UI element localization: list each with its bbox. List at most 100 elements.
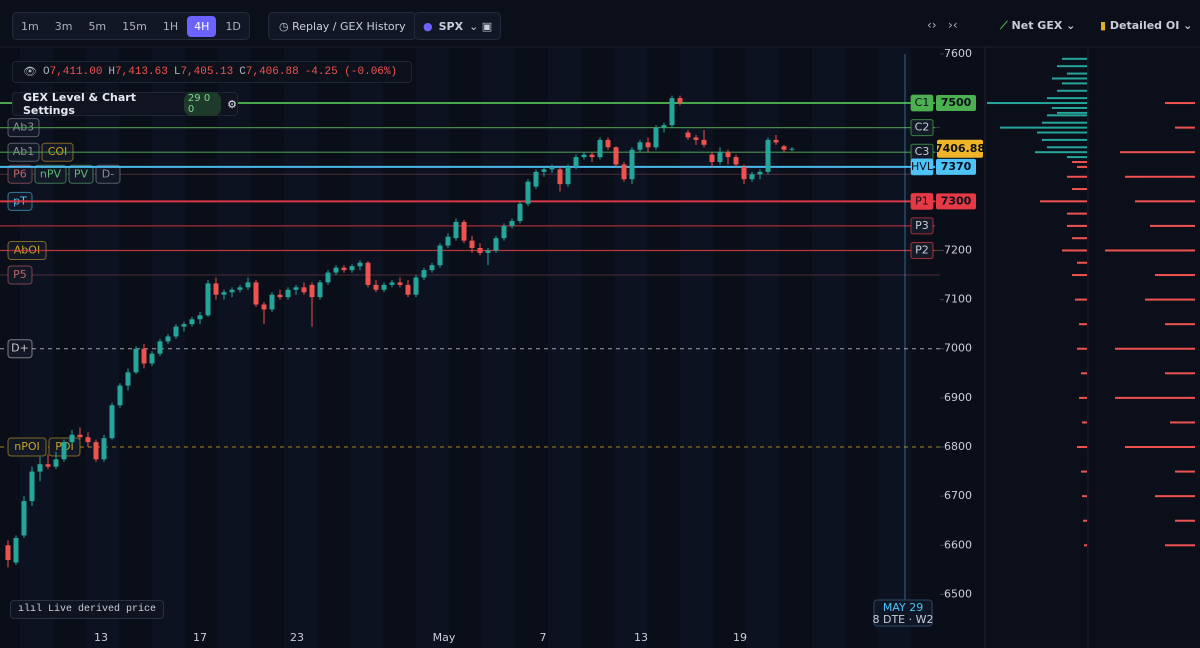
ohlc-item: C7,406.88: [239, 66, 298, 78]
tag-label: D-: [102, 167, 114, 180]
timeframe-bar: 1m 3m 5m 15m 1H 4H 1D: [12, 12, 250, 40]
level-value-tag: [936, 193, 976, 210]
day-stripe: [614, 48, 647, 648]
replay-label: Replay / GEX History: [292, 19, 406, 33]
timeframe-button[interactable]: 4H: [187, 15, 217, 37]
candle-body: [397, 282, 403, 285]
gex-bar: [1165, 102, 1195, 105]
gex-bar: [1135, 200, 1195, 203]
candle-body: [405, 284, 411, 295]
symbol-button[interactable]: ● SPX ⌄ ▣: [414, 12, 502, 40]
replay-button[interactable]: ◷ Replay / GEX History: [268, 12, 417, 40]
candle-body: [629, 149, 635, 180]
x-tick-label: 13: [94, 631, 108, 644]
settings-panel[interactable]: GEX Level & Chart Settings 29 0 0 ⚙: [12, 91, 238, 117]
level-tag: [910, 158, 934, 176]
detailed-oi-tab[interactable]: ▮ Detailed OI ⌄: [1100, 19, 1193, 32]
candle-body: [349, 266, 355, 271]
day-stripe: [350, 48, 383, 648]
candle-body: [237, 287, 243, 290]
gex-bar: [1175, 519, 1195, 522]
gex-bar: [1081, 372, 1087, 375]
gex-bar: [1067, 156, 1087, 159]
tag-box: [34, 164, 67, 184]
gex-bar: [1175, 126, 1195, 129]
candle-body: [461, 221, 467, 241]
day-stripe: [86, 48, 119, 648]
candle-body: [13, 537, 19, 563]
level-value: 7370: [941, 160, 972, 173]
tag-box: [7, 339, 33, 359]
tag-label: nPOI: [14, 440, 40, 453]
gex-bar: [1052, 106, 1087, 109]
gex-bar: [1155, 274, 1195, 277]
gex-bar: [1125, 446, 1195, 449]
y-tick-label: 7600: [944, 47, 972, 60]
candle-body: [373, 284, 379, 290]
gex-bar: [1084, 544, 1087, 547]
tag-box: [7, 265, 33, 285]
candle-body: [717, 152, 723, 163]
ohlc-item: O7,411.00: [43, 66, 102, 78]
timeframe-button[interactable]: 15m: [122, 19, 147, 33]
counts: 29 0 0: [183, 92, 222, 116]
candle-body: [173, 326, 179, 337]
candle-body: [189, 319, 195, 325]
ohlc-value: 7,411.00: [49, 66, 103, 78]
candle-body: [413, 277, 419, 295]
gex-bar: [1072, 274, 1087, 277]
x-tick-label: 23: [290, 631, 304, 644]
candle-body: [101, 438, 107, 460]
level-tag: [910, 119, 934, 137]
level-tag: [910, 94, 934, 112]
timeframe-button[interactable]: 1D: [225, 19, 241, 33]
level-tag: [910, 241, 934, 259]
day-stripe: [416, 48, 449, 648]
day-stripe: [680, 48, 713, 648]
level-tag: [910, 217, 934, 235]
candle-body: [781, 146, 787, 150]
day-stripe: [482, 48, 515, 648]
timeframe-button[interactable]: 5m: [88, 19, 107, 33]
ohlc-key: H: [108, 66, 116, 78]
gex-bar: [1042, 121, 1087, 124]
candle-body: [325, 272, 331, 283]
gex-bar: [1115, 347, 1195, 350]
candle-body: [205, 283, 211, 316]
panel-icons[interactable]: ‹› ›‹: [927, 18, 958, 32]
gex-bar: [1081, 470, 1087, 473]
candle-body: [301, 287, 307, 293]
timeframe-button[interactable]: 1m: [21, 19, 39, 33]
candle-body: [421, 270, 427, 278]
candle-body: [293, 287, 299, 290]
day-stripe: [878, 48, 911, 648]
gex-bar: [1062, 82, 1087, 85]
candle-body: [493, 238, 499, 251]
gex-bar: [1047, 146, 1087, 149]
level-value-tag: [936, 158, 976, 175]
candle-body: [277, 294, 283, 298]
gex-bar: [1077, 446, 1087, 449]
y-tick-label: 6600: [944, 538, 972, 551]
gex-bar: [1079, 396, 1087, 399]
net-gex-tab[interactable]: ⟋ Net GEX ⌄: [1000, 19, 1076, 32]
day-stripe: [746, 48, 779, 648]
candle-body: [581, 154, 587, 158]
candle-body: [645, 142, 651, 148]
candle-body: [37, 464, 43, 472]
gex-bar: [1067, 175, 1087, 178]
gex-bar: [1079, 323, 1087, 326]
candle-body: [725, 152, 731, 158]
candle-body: [429, 265, 435, 271]
ohlc-item: L7,405.13: [174, 66, 233, 78]
candle-body: [733, 157, 739, 165]
settings-title: GEX Level & Chart Settings: [23, 91, 136, 117]
ohlc-value: 7,406.88: [245, 66, 299, 78]
level-label: C3: [915, 145, 930, 158]
tag-label: P5: [13, 268, 27, 281]
candle-body: [605, 139, 611, 148]
timeframe-button[interactable]: 3m: [54, 19, 73, 33]
candle-body: [365, 262, 371, 285]
timeframe-button[interactable]: 1H: [162, 19, 179, 33]
